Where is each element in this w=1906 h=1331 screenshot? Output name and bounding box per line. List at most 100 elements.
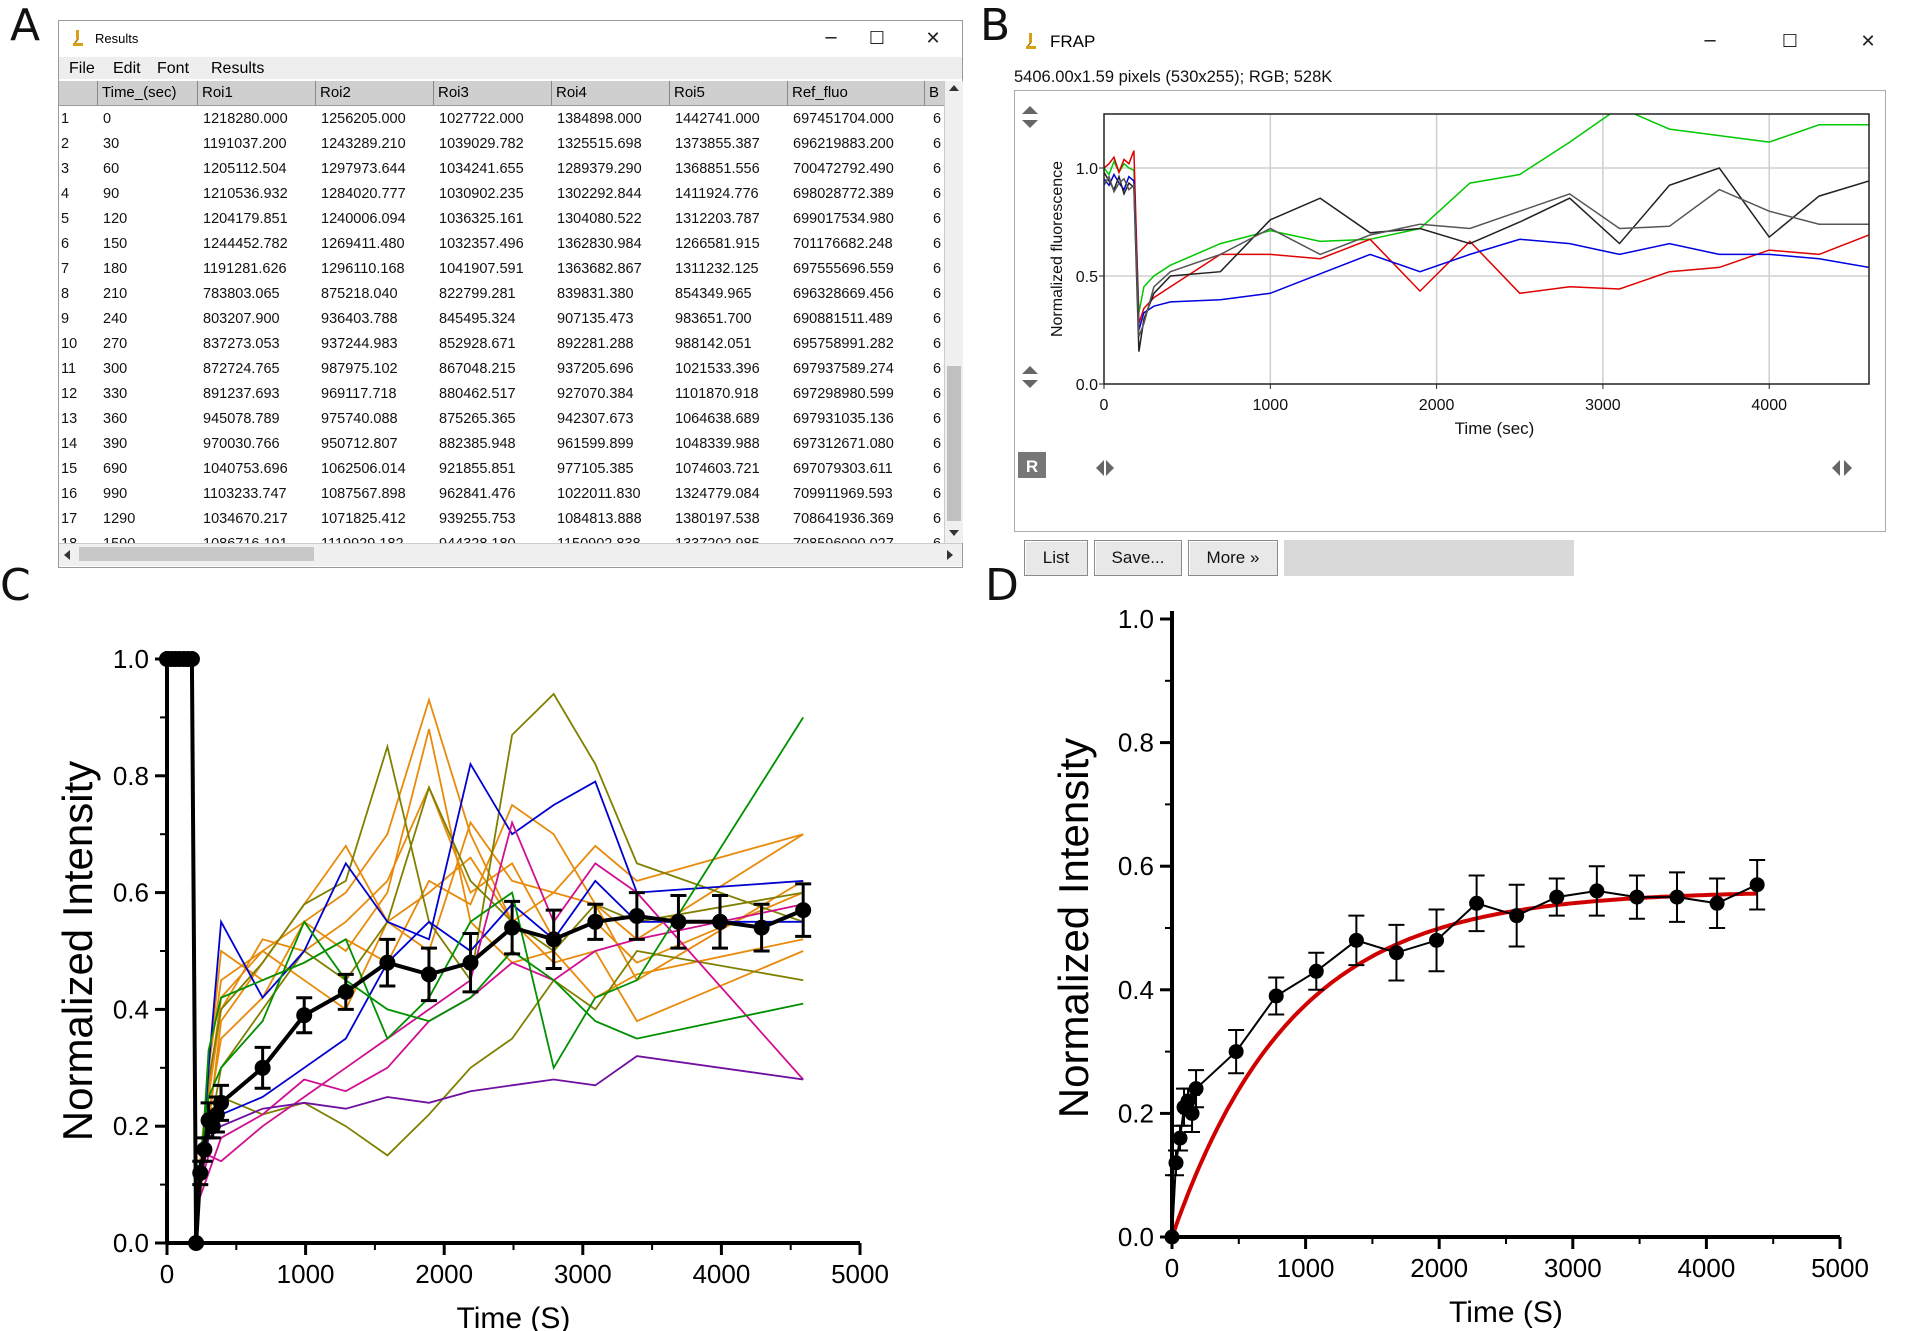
frap-titlebar[interactable]: FRAP ─ ☐ ✕ xyxy=(1008,20,1898,64)
table-cell: 990 xyxy=(103,486,128,502)
table-row[interactable]: 11 300 872724.765 987975.102 867048.215 93720… xyxy=(59,357,944,382)
column-header-index[interactable] xyxy=(59,81,97,105)
y-tick-label: 0.8 xyxy=(1118,728,1154,758)
scroll-right-icon[interactable] xyxy=(947,550,953,560)
table-row[interactable]: 15 690 1040753.696 1062506.014 921855.851 977… xyxy=(59,457,944,482)
table-cell: 1284020.777 xyxy=(321,186,406,202)
results-table-header: Time_(sec) Roi1 Roi2 Roi3 Roi4 Roi5 Ref_… xyxy=(59,81,944,106)
horizontal-scrollbar[interactable] xyxy=(59,543,962,566)
menu-edit[interactable]: Edit xyxy=(113,60,141,77)
mean-point xyxy=(587,913,604,930)
table-cell: 921855.851 xyxy=(439,461,516,477)
table-cell: 90 xyxy=(103,186,120,202)
mean-point xyxy=(183,651,200,667)
table-cell: 1442741.000 xyxy=(675,111,760,127)
column-header-roi2[interactable]: Roi2 xyxy=(315,81,433,105)
individual-trace-line xyxy=(199,820,804,1174)
table-row[interactable]: 3 60 1205112.504 1297973.644 1034241.655 1289… xyxy=(59,157,944,182)
y-tick-label: 0.2 xyxy=(1118,1098,1154,1128)
column-header-roi4[interactable]: Roi4 xyxy=(551,81,669,105)
table-row[interactable]: 1 0 1218280.000 1256205.000 1027722.000 13848… xyxy=(59,107,944,132)
individual-trace-line xyxy=(199,692,804,1185)
list-button[interactable]: List xyxy=(1024,540,1088,576)
table-cell: 1590 xyxy=(103,532,135,543)
close-icon[interactable]: ✕ xyxy=(1860,31,1876,52)
table-row[interactable]: 9 240 803207.900 936403.788 845495.324 907135… xyxy=(59,307,944,332)
column-header-roi1[interactable]: Roi1 xyxy=(197,81,315,105)
minimize-icon[interactable]: ─ xyxy=(1704,31,1716,52)
more-button[interactable]: More » xyxy=(1188,540,1278,576)
menu-results[interactable]: Results xyxy=(211,60,265,77)
y-axis-label: Normalized fluorescence xyxy=(1049,161,1066,337)
vertical-scrollbar[interactable] xyxy=(944,81,963,543)
table-row[interactable]: 10 270 837273.053 937244.983 852928.671 89228… xyxy=(59,332,944,357)
close-icon[interactable]: ✕ xyxy=(925,28,941,49)
table-cell: 6 xyxy=(933,532,941,543)
column-header-roi5[interactable]: Roi5 xyxy=(669,81,787,105)
y-tick-label: 0.8 xyxy=(113,761,149,791)
frap-plot-frame xyxy=(1014,90,1886,532)
table-cell: 839831.380 xyxy=(557,286,634,302)
table-row[interactable]: 16 990 1103233.747 1087567.898 962841.476 102… xyxy=(59,482,944,507)
y-zoom-down-icon xyxy=(1022,120,1038,128)
minimize-icon[interactable]: ─ xyxy=(825,28,837,49)
table-cell: 1034670.217 xyxy=(203,511,288,527)
table-row[interactable]: 12 330 891237.693 969117.718 880462.517 92707… xyxy=(59,382,944,407)
mean-point xyxy=(296,1007,313,1024)
maximize-icon[interactable]: ☐ xyxy=(1781,31,1799,52)
table-row[interactable]: 8 210 783803.065 875218.040 822799.281 839831… xyxy=(59,282,944,307)
table-cell: 6 xyxy=(933,511,942,527)
horizontal-scroll-thumb[interactable] xyxy=(79,547,314,561)
mean-point xyxy=(337,983,354,1000)
table-cell: 690881511.489 xyxy=(793,311,893,327)
mean-point xyxy=(213,1094,230,1111)
x-tick-label: 2000 xyxy=(415,1259,473,1289)
column-header-b[interactable]: B xyxy=(924,81,944,105)
menu-file[interactable]: File xyxy=(69,60,95,77)
scroll-down-icon[interactable] xyxy=(949,530,959,536)
save-button[interactable]: Save... xyxy=(1094,540,1182,576)
menu-font[interactable]: Font xyxy=(157,60,190,77)
table-cell: 17 xyxy=(61,511,78,527)
table-row[interactable]: 18 1590 1086716.191 1119929.182 944328.180 11… xyxy=(59,532,944,543)
table-cell: 1312203.787 xyxy=(675,211,760,227)
column-header-time[interactable]: Time_(sec) xyxy=(97,81,197,105)
column-header-roi3[interactable]: Roi3 xyxy=(433,81,551,105)
table-cell: 697079303.611 xyxy=(793,461,893,477)
table-cell: 950712.807 xyxy=(321,436,398,452)
table-row[interactable]: 5 120 1204179.851 1240006.094 1036325.161 130… xyxy=(59,207,944,232)
table-cell: 944328.180 xyxy=(439,532,516,543)
frap-window: FRAP ─ ☐ ✕ 5406.00x1.59 pixels (530x255)… xyxy=(1008,20,1898,576)
scroll-up-icon[interactable] xyxy=(949,85,959,91)
table-row[interactable]: 6 150 1244452.782 1269411.480 1032357.496 136… xyxy=(59,232,944,257)
x-tick-label: 4000 xyxy=(1677,1253,1735,1283)
results-titlebar[interactable]: Results ─ ☐ ✕ xyxy=(59,21,962,57)
table-cell: 697937589.274 xyxy=(793,361,894,377)
table-row[interactable]: 17 1290 1034670.217 1071825.412 939255.753 10… xyxy=(59,507,944,532)
plot-frame xyxy=(1103,113,1870,385)
x-axis-label: Time (S) xyxy=(1449,1296,1563,1329)
table-cell: 1084813.888 xyxy=(557,511,642,527)
table-row[interactable]: 2 30 1191037.200 1243289.210 1039029.782 1325… xyxy=(59,132,944,157)
mean-point xyxy=(545,931,562,948)
mean-point xyxy=(712,913,729,930)
scroll-left-icon[interactable] xyxy=(64,550,70,560)
column-header-ref-fluo[interactable]: Ref_fluo xyxy=(787,81,924,105)
table-cell: 300 xyxy=(103,361,128,377)
panel-label-a: A xyxy=(10,0,41,51)
table-cell: 1243289.210 xyxy=(321,136,406,152)
maximize-icon[interactable]: ☐ xyxy=(868,28,886,49)
table-cell: 7 xyxy=(61,261,70,277)
table-cell: 5 xyxy=(61,211,70,227)
y-tick-label: 0.6 xyxy=(1118,851,1154,881)
table-cell: 6 xyxy=(933,136,942,152)
table-row[interactable]: 14 390 970030.766 950712.807 882385.948 96159… xyxy=(59,432,944,457)
table-cell: 16 xyxy=(61,486,78,502)
x-tick-label: 0 xyxy=(1100,397,1109,414)
table-row[interactable]: 7 180 1191281.626 1296110.168 1041907.591 136… xyxy=(59,257,944,282)
y-tick-label: 1.0 xyxy=(1076,161,1098,178)
table-row[interactable]: 4 90 1210536.932 1284020.777 1030902.235 1302… xyxy=(59,182,944,207)
data-series-line xyxy=(1104,174,1869,337)
table-row[interactable]: 13 360 945078.789 975740.088 875265.365 94230… xyxy=(59,407,944,432)
vertical-scroll-thumb[interactable] xyxy=(947,366,961,521)
